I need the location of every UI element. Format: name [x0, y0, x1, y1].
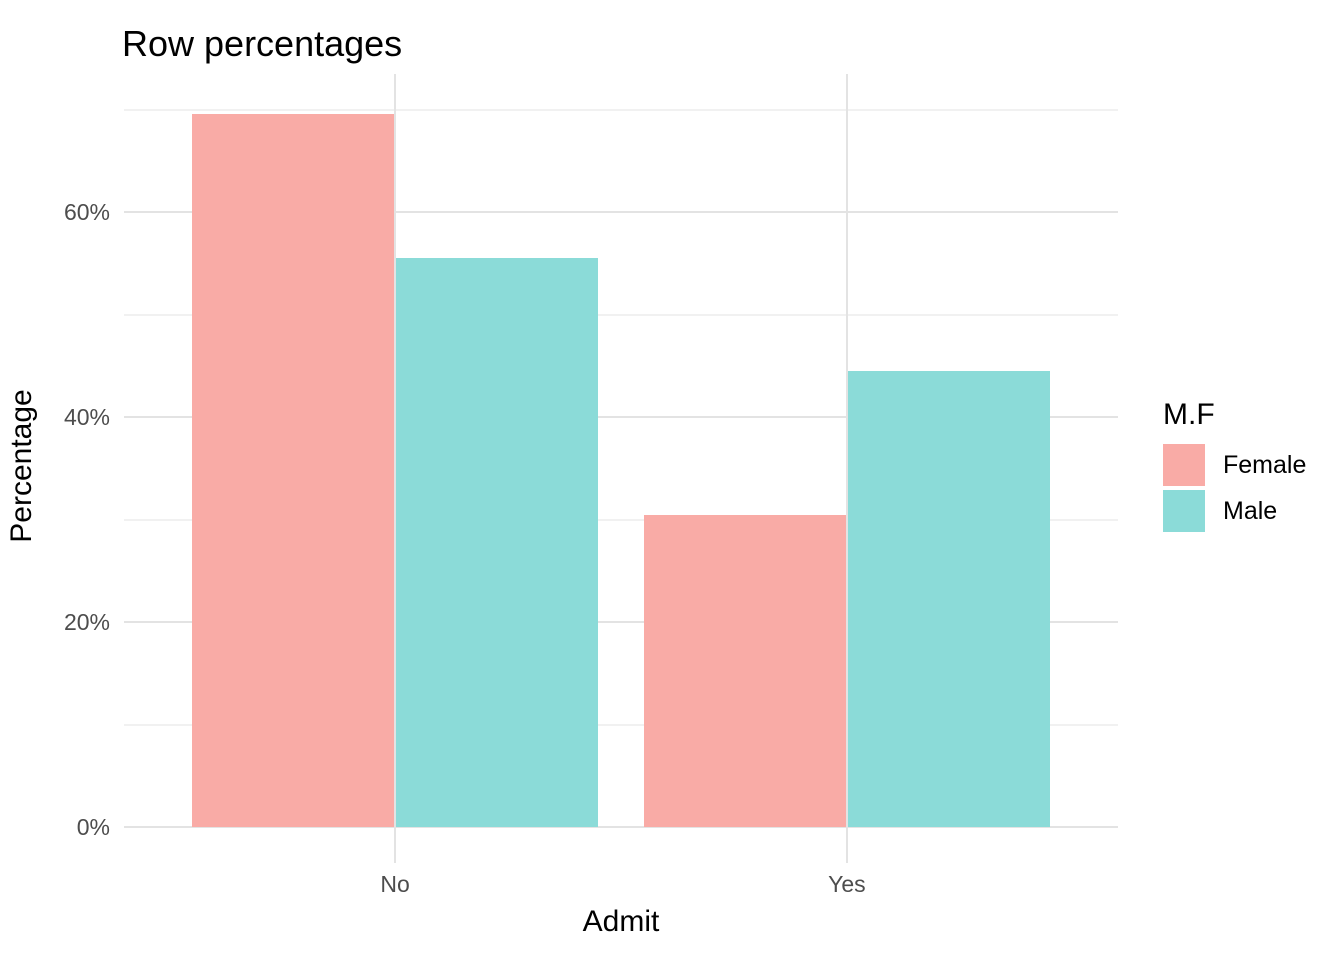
y-tick-label-40: 40%	[63, 404, 110, 430]
bar-female-yes	[643, 515, 846, 827]
gridline-major-40	[124, 416, 1118, 418]
gridline-major-60	[124, 211, 1118, 213]
y-tick-label-20: 20%	[63, 609, 110, 635]
legend-items: Female Male	[1163, 444, 1306, 532]
gridline-minor-10	[124, 723, 1118, 726]
gridline-minor-30	[124, 518, 1118, 521]
gridline-vertical-no	[394, 74, 397, 863]
legend-title: M.F	[1163, 398, 1215, 431]
bar-male-no	[396, 258, 599, 827]
gridline-major-0	[124, 826, 1118, 828]
legend: M.F Female Male	[1163, 398, 1306, 532]
gridline-major-20	[124, 621, 1118, 623]
legend-item-female: Female	[1163, 444, 1306, 486]
gridline-minor-50	[124, 313, 1118, 316]
x-tick-label-yes: Yes	[828, 871, 866, 897]
legend-swatch-female	[1163, 444, 1205, 486]
bar-female-no	[192, 114, 395, 827]
legend-item-male: Male	[1163, 490, 1306, 532]
legend-label: Male	[1223, 497, 1278, 525]
gridline-minor-70	[124, 108, 1118, 111]
gridline-vertical-yes	[845, 74, 848, 863]
x-tick-label-no: No	[380, 871, 410, 897]
legend-swatch-male	[1163, 490, 1205, 532]
bar-male-yes	[847, 371, 1050, 827]
legend-label: Female	[1223, 451, 1307, 479]
y-tick-label-60: 60%	[63, 199, 110, 225]
x-axis-title: Admit	[582, 905, 660, 938]
chart-title: Row percentages	[122, 23, 403, 64]
y-axis-title: Percentage	[5, 389, 38, 543]
plot-panel	[124, 74, 1118, 863]
y-tick-label-0: 0%	[76, 814, 110, 840]
